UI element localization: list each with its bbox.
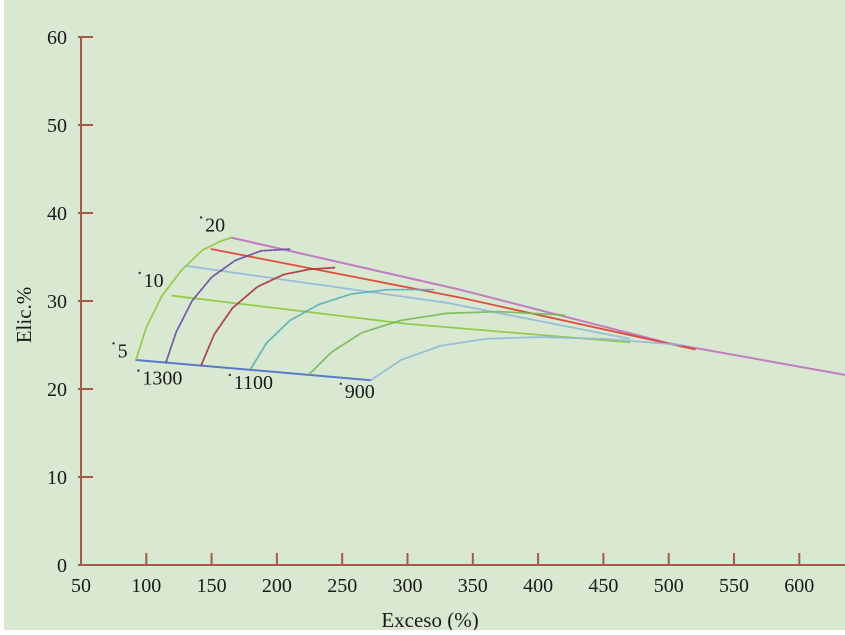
x-tick-label: 600 (784, 575, 814, 597)
x-tick-label: 250 (327, 575, 357, 597)
annotation-label: 5 (118, 340, 128, 362)
y-axis-title: Elic.% (12, 287, 36, 344)
series-line-9 (308, 310, 566, 375)
x-tick-label: 200 (262, 575, 292, 597)
series-line-7 (200, 266, 337, 367)
y-tick-label: 0 (57, 555, 67, 577)
x-tick-label: 150 (197, 575, 227, 597)
y-tick-label: 20 (47, 379, 67, 401)
series-line-8 (249, 288, 435, 370)
x-tick-label: 500 (654, 575, 684, 597)
annotation-label: 10 (144, 270, 164, 292)
annotation-label: 20 (205, 214, 225, 236)
series-line-0 (134, 359, 372, 382)
series-line-1 (230, 236, 845, 376)
x-tick-label: 300 (392, 575, 422, 597)
x-axis-title: Exceso (%) (381, 608, 478, 630)
x-tick-label: 350 (458, 575, 488, 597)
annotation-dot (137, 369, 140, 372)
annotation-label: 1100 (234, 372, 273, 394)
y-tick-label: 50 (47, 115, 67, 137)
x-tick-label: 100 (131, 575, 161, 597)
annotation-dot (199, 216, 203, 219)
series-line-4 (171, 294, 631, 344)
y-tick-label: 40 (47, 203, 67, 225)
x-tick-label: 450 (588, 575, 618, 597)
annotation-label: 900 (345, 381, 375, 403)
y-tick-label: 10 (47, 467, 67, 489)
series-line-2 (210, 248, 696, 351)
series-line-10 (369, 336, 683, 382)
x-tick-label: 50 (71, 575, 91, 597)
x-tick-label: 400 (523, 575, 553, 597)
plot-background (4, 0, 845, 630)
annotation-dot (228, 373, 231, 377)
series-line-3 (184, 264, 631, 340)
y-tick-label: 60 (47, 27, 67, 49)
y-tick-label: 30 (47, 291, 67, 313)
series-line-6 (164, 248, 291, 364)
x-tick-label: 550 (719, 575, 749, 597)
annotation-dot (112, 342, 115, 345)
annotation-label: 1300 (142, 368, 182, 390)
annotation-dot (339, 382, 343, 385)
series-line-5 (134, 236, 233, 361)
annotation-dot (138, 271, 141, 275)
